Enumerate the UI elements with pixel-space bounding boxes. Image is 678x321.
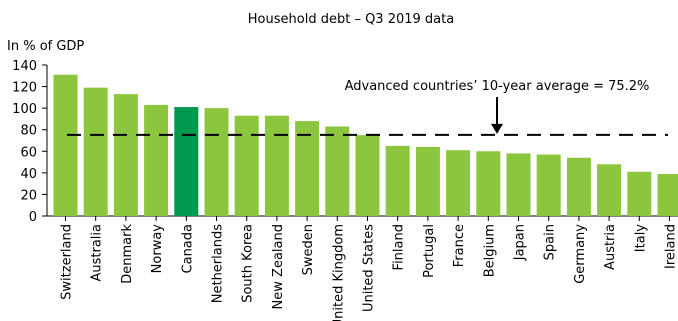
bar-ireland (657, 173, 678, 216)
bar-germany (566, 157, 591, 216)
y-tick-label: 100 (12, 102, 37, 117)
average-reference-label: Advanced countries’ 10-year average = 75… (345, 79, 650, 94)
y-axis-label: In % of GDP (7, 39, 84, 54)
bar-japan (506, 153, 531, 216)
bar-united-states (355, 135, 380, 216)
bar-austria (597, 164, 622, 216)
x-tick-label: Switzerland (60, 224, 75, 300)
x-tick-label: South Korea (241, 224, 256, 303)
bar-canada (174, 107, 199, 216)
x-tick-label: Canada (180, 224, 195, 273)
y-tick-label: 120 (12, 81, 37, 96)
x-tick-label: Finland (392, 224, 407, 270)
x-tick-label: New Zealand (271, 224, 286, 309)
bar-netherlands (204, 108, 229, 216)
chart-title: Household debt – Q3 2019 data (248, 12, 454, 27)
bar-france (446, 150, 471, 216)
x-tick-label: Ireland (664, 224, 678, 269)
y-tick-label: 140 (12, 59, 37, 74)
x-tick-label: Germany (573, 224, 588, 284)
x-tick-label: Sweden (301, 224, 316, 275)
x-tick-label: Belgium (482, 224, 497, 277)
x-tick-label: Norway (150, 224, 165, 274)
bar-spain (536, 154, 561, 216)
x-tick-label: Spain (543, 224, 558, 260)
average-arrow-head (491, 123, 503, 134)
bar-norway (144, 104, 169, 216)
x-tick-label: Japan (513, 224, 528, 261)
x-axis-labels: Switzerland Australia Denmark Norway Canada N… (60, 216, 678, 321)
y-tick-label: 0 (29, 210, 37, 225)
y-tick-label: 20 (20, 188, 37, 203)
x-tick-label: United States (362, 224, 377, 312)
bar-italy (627, 171, 652, 216)
y-tick-label: 60 (20, 145, 37, 160)
bar-australia (83, 87, 108, 217)
x-tick-label: United Kingdom (331, 224, 346, 321)
bar-sweden (295, 121, 320, 216)
bar-belgium (476, 151, 501, 216)
x-tick-label: Austria (603, 224, 618, 270)
bar-south-korea (234, 115, 259, 216)
bar-denmark (113, 94, 138, 216)
y-tick-label: 80 (20, 124, 37, 139)
bars (53, 74, 678, 217)
y-tick-label: 40 (20, 167, 37, 182)
x-tick-label: Australia (90, 224, 105, 282)
x-tick-label: Netherlands (211, 224, 226, 303)
bar-switzerland (53, 74, 78, 216)
x-tick-label: Italy (633, 224, 648, 253)
bar-new-zealand (264, 115, 289, 216)
bar-portugal (415, 146, 440, 216)
x-tick-label: Denmark (120, 224, 135, 284)
x-tick-label: Portugal (422, 224, 437, 278)
x-tick-label: France (452, 224, 467, 267)
bar-finland (385, 145, 410, 216)
bar-united-kingdom (325, 126, 350, 216)
